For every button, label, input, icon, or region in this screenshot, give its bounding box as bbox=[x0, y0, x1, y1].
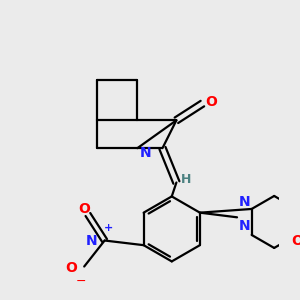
Text: +: + bbox=[104, 223, 113, 232]
Text: N: N bbox=[85, 233, 97, 248]
Text: −: − bbox=[75, 275, 86, 288]
Text: O: O bbox=[78, 202, 90, 216]
Text: O: O bbox=[65, 261, 77, 275]
Text: N: N bbox=[140, 146, 152, 160]
Text: O: O bbox=[205, 95, 217, 109]
Text: N: N bbox=[239, 219, 250, 233]
Text: H: H bbox=[181, 173, 191, 186]
Text: O: O bbox=[291, 235, 300, 248]
Text: N: N bbox=[238, 196, 250, 209]
